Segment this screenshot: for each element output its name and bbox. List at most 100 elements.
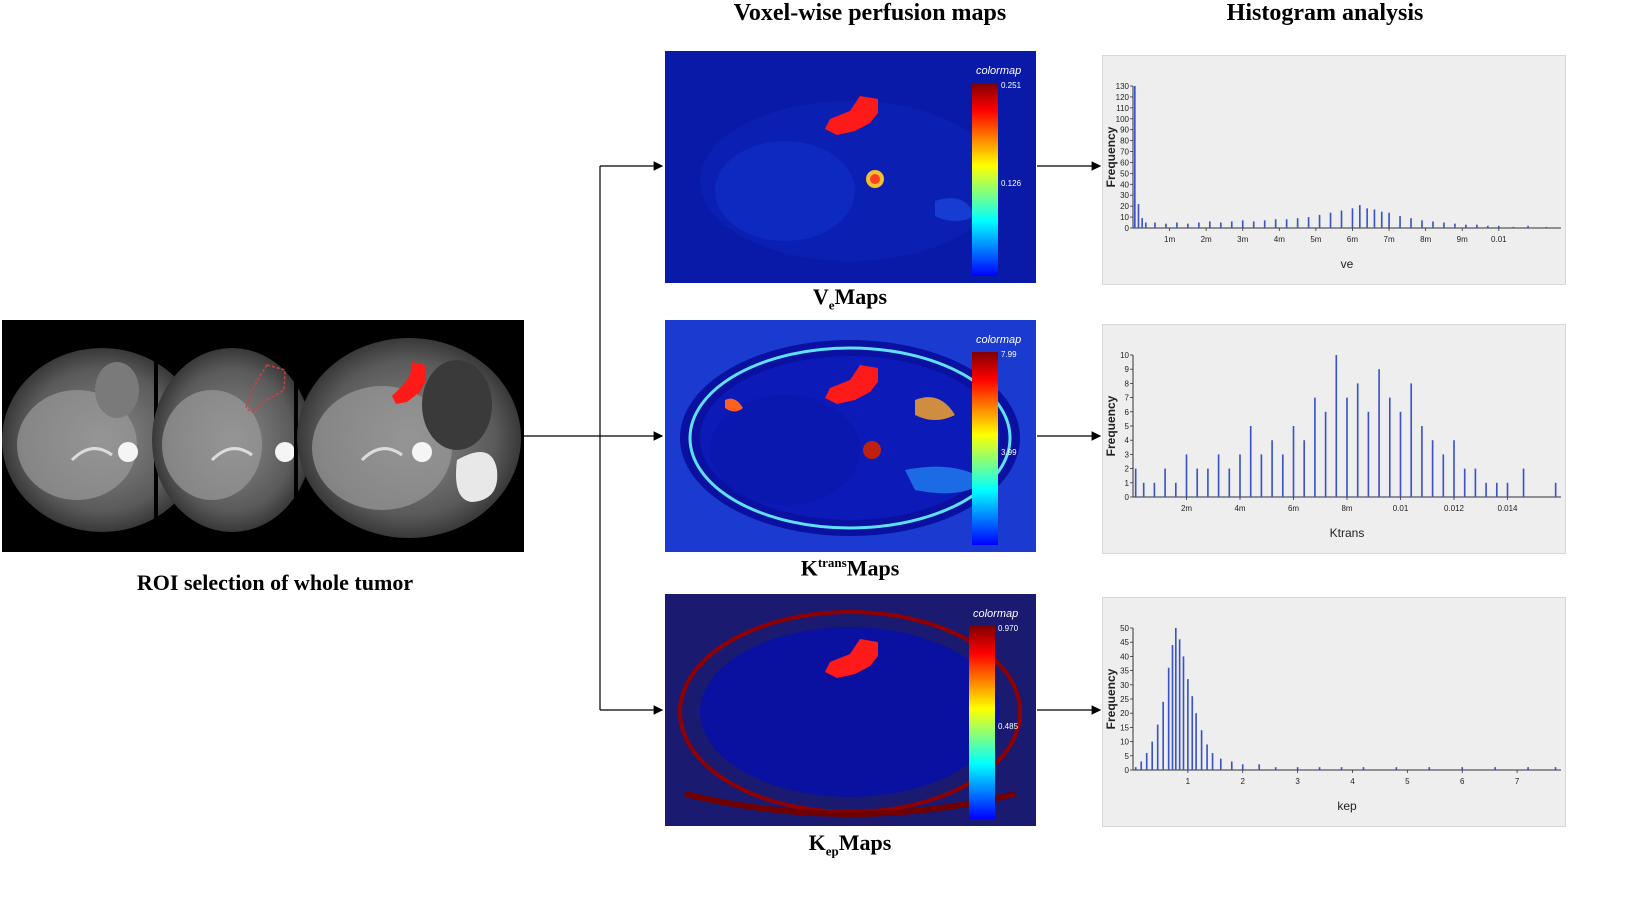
histogram-bar: [1545, 226, 1548, 228]
x-tick-label: 7: [1515, 777, 1520, 786]
histogram-bar: [1453, 440, 1455, 497]
x-tick-label: 0.014: [1497, 504, 1518, 513]
y-tick-label: 10: [1120, 738, 1129, 747]
histogram-bar: [1200, 730, 1203, 770]
histogram-bar: [1219, 758, 1222, 770]
y-tick-label: 90: [1120, 126, 1129, 135]
y-tick-label: 110: [1116, 104, 1129, 113]
histogram-bar: [1296, 767, 1299, 770]
ktrans-colorbar: [972, 352, 998, 545]
histogram-bar: [1497, 225, 1500, 228]
histogram-bar: [1207, 468, 1209, 497]
y-tick-label: 3: [1125, 450, 1130, 459]
histogram-bar: [1554, 767, 1557, 770]
histogram-bar: [1211, 752, 1214, 770]
histogram-bar: [1495, 482, 1498, 497]
histogram-bar: [1388, 212, 1390, 228]
y-tick-label: 45: [1120, 638, 1129, 647]
histogram-bar: [1421, 426, 1423, 497]
x-axis-label: Ktrans: [1330, 526, 1365, 540]
histogram-bar: [1506, 482, 1509, 497]
histogram-bar: [1249, 426, 1252, 497]
x-tick-label: 3: [1295, 777, 1300, 786]
x-tick-label: 2: [1241, 777, 1246, 786]
x-tick-label: 0.01: [1491, 235, 1507, 244]
histogram-bar: [1285, 219, 1288, 228]
histogram-bar: [1151, 741, 1154, 770]
histogram-bar: [1307, 217, 1310, 228]
ve-colorbar-mid: 0.126: [1001, 179, 1022, 188]
histogram-bar: [1314, 397, 1316, 497]
perfusion-maps-heading: Voxel-wise perfusion maps: [733, 0, 1007, 26]
histogram-bar: [1485, 482, 1487, 497]
histogram-bar: [1461, 767, 1464, 770]
y-axis-label: Frequency: [1104, 395, 1118, 456]
histogram-bar: [1527, 767, 1529, 770]
histogram-bar: [1476, 224, 1478, 228]
histogram-bar: [1340, 767, 1343, 770]
x-axis-label: kep: [1337, 799, 1357, 813]
ve-map-panel: colormap 0.251 0.126: [665, 51, 1036, 283]
histogram-bar: [1162, 701, 1165, 770]
histogram-bar: [1421, 220, 1423, 228]
histogram-bar: [1399, 215, 1401, 228]
kep-colorbar: [969, 626, 995, 819]
histogram-bar: [1346, 397, 1348, 497]
ve-colorbar: [972, 83, 998, 276]
histogram-bar: [1487, 225, 1489, 228]
mri-slice-3: [297, 338, 521, 538]
histogram-bar: [1366, 208, 1368, 228]
y-tick-label: 30: [1120, 191, 1129, 200]
x-tick-label: 6m: [1288, 504, 1299, 513]
histogram-bar: [1431, 440, 1434, 497]
histogram-bar: [1454, 223, 1456, 228]
histogram-bar: [1178, 639, 1181, 770]
histogram-bar: [1217, 454, 1220, 497]
ktrans-histogram-chart: 0 1 2 3 4 5 6 7 8 9 10 2m 4m 6m 8m 0.01 0.012 0.014 Ktrans…: [1104, 351, 1561, 540]
x-tick-label: 5: [1405, 777, 1410, 786]
kep-colorbar-mid: 0.485: [998, 722, 1019, 731]
histogram-bar: [1522, 468, 1525, 497]
x-tick-label: 1m: [1164, 235, 1175, 244]
y-tick-label: 5: [1125, 752, 1130, 761]
histogram-bar: [1303, 440, 1306, 497]
histogram-bar: [1187, 679, 1189, 770]
histogram-bar: [1134, 86, 1136, 228]
histogram-bar: [1141, 218, 1143, 228]
y-tick-label: 15: [1120, 723, 1129, 732]
y-tick-label: 70: [1120, 148, 1129, 157]
y-tick-label: 60: [1120, 158, 1129, 167]
histogram-bar: [1167, 667, 1170, 770]
ve-map-caption: VeMaps: [812, 284, 888, 313]
histogram-bar: [1324, 411, 1327, 497]
mri-slice-1: [2, 348, 202, 532]
y-tick-label: 10: [1120, 213, 1129, 222]
y-tick-label: 20: [1120, 202, 1129, 211]
y-tick-label: 30: [1120, 681, 1129, 690]
histogram-bar: [1428, 767, 1431, 770]
histogram-bar: [1176, 222, 1178, 228]
ktrans-map-panel: colormap 7.99 3.99: [665, 320, 1036, 552]
histogram-bar: [1241, 220, 1244, 228]
y-tick-label: 6: [1125, 408, 1130, 417]
histogram-bar: [1318, 767, 1321, 770]
y-axis-label: Frequency: [1104, 126, 1118, 187]
histogram-bar: [1182, 656, 1185, 770]
y-tick-label: 9: [1125, 365, 1130, 374]
kep-colorbar-max: 0.970: [998, 624, 1019, 633]
histogram-bar: [1318, 214, 1321, 228]
histogram-bar: [1395, 767, 1398, 770]
x-tick-label: 5m: [1310, 235, 1321, 244]
ve-colorbar-title: colormap: [976, 65, 1022, 77]
histogram-bar: [1195, 713, 1197, 770]
y-tick-label: 35: [1120, 667, 1129, 676]
ktrans-histogram-panel: 0 1 2 3 4 5 6 7 8 9 10 2m 4m 6m 8m 0.01 0.012 0.014 Ktrans…: [1102, 324, 1566, 554]
histogram-bar: [1154, 222, 1156, 228]
x-tick-label: 2m: [1201, 235, 1212, 244]
histogram-bar: [1271, 440, 1273, 497]
histogram-bar: [1329, 212, 1332, 228]
histogram-bar: [1443, 222, 1445, 228]
histogram-bar: [1144, 222, 1147, 228]
